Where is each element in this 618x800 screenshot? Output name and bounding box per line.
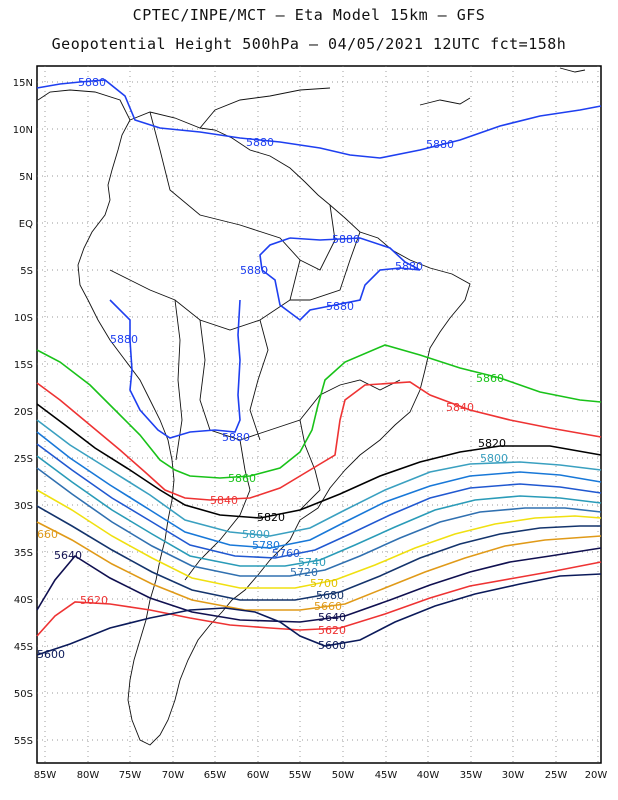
contour-label: 5620 [80, 594, 108, 607]
contour-5860 [36, 344, 602, 479]
contour-lines [36, 79, 602, 656]
lat-label: 15S [14, 360, 33, 371]
contour-label: 5720 [290, 566, 318, 579]
lon-label: 60W [247, 770, 270, 781]
contour-label: 5840 [446, 401, 474, 414]
continent-outline [37, 67, 586, 746]
contour-label: 5880 [78, 76, 106, 89]
contour-5700 [36, 489, 602, 589]
lon-label: 65W [204, 770, 227, 781]
lat-label: 25S [14, 454, 33, 465]
contour-label: 5860 [476, 372, 504, 385]
contour-label: 5880 [246, 136, 274, 149]
contour-label: 5600 [318, 639, 346, 652]
contour-5880-inner [259, 237, 421, 322]
contour-label: 5640 [54, 549, 82, 562]
lat-label: 5S [20, 266, 33, 277]
contour-label: 5640 [318, 611, 346, 624]
contour-5640 [36, 547, 602, 623]
contour-5820 [36, 403, 602, 519]
contour-5680 [36, 505, 601, 601]
contour-label: 5880 [332, 233, 360, 246]
contour-label: 5800 [242, 528, 270, 541]
contour-5740 [36, 455, 602, 567]
contour-label: 660 [37, 528, 58, 541]
contour-label: 5880 [326, 300, 354, 313]
contour-label: 5660 [314, 600, 342, 613]
contour-label: 5600 [37, 648, 65, 661]
lon-label: 30W [502, 770, 525, 781]
lat-label: 50S [14, 689, 33, 700]
lat-label: 15N [13, 78, 33, 89]
lon-label: 25W [545, 770, 568, 781]
lon-label: 85W [34, 770, 57, 781]
contour-5620 [36, 561, 602, 637]
contour-label: 5880 [110, 333, 138, 346]
contour-5880-north [36, 79, 602, 159]
lon-label: 80W [77, 770, 100, 781]
lat-label: 55S [14, 736, 33, 747]
lat-label: 10S [14, 313, 33, 324]
lat-label: 20S [14, 407, 33, 418]
lat-label: 35S [14, 548, 33, 559]
lon-label: 40W [417, 770, 440, 781]
contour-label: 5680 [316, 589, 344, 602]
contour-label: 5820 [257, 511, 285, 524]
contour-label: 5700 [310, 577, 338, 590]
lon-label: 45W [375, 770, 398, 781]
contour-5660 [36, 521, 602, 611]
contour-5760 [36, 443, 602, 559]
contour-label: 5780 [252, 539, 280, 552]
contour-label: 5880 [426, 138, 454, 151]
contour-label: 5760 [272, 547, 300, 560]
contour-label: 5800 [480, 452, 508, 465]
contour-label: 5880 [240, 264, 268, 277]
plot-frame [36, 65, 602, 764]
lat-label: 30S [14, 501, 33, 512]
contour-5780 [36, 431, 602, 549]
contour-5840 [36, 381, 602, 501]
contour-label: 5740 [298, 556, 326, 569]
lon-label: 70W [162, 770, 185, 781]
map-subtitle: Geopotential Height 500hPa – 04/05/2021 … [51, 35, 567, 53]
contour-label: 5840 [210, 494, 238, 507]
contour-label: 5880 [222, 431, 250, 444]
lat-label: 40S [14, 595, 33, 606]
contour-label: 5820 [478, 437, 506, 450]
lon-label: 55W [289, 770, 312, 781]
lon-label: 75W [119, 770, 142, 781]
grid [37, 66, 601, 763]
contour-5800 [36, 419, 602, 537]
lon-label: 35W [460, 770, 483, 781]
contour-5720 [36, 467, 602, 577]
contour-5880-south [109, 299, 241, 439]
lat-label: 45S [14, 642, 33, 653]
map-title: CPTEC/INPE/MCT – Eta Model 15km – GFS [132, 6, 486, 24]
lon-label: 20W [585, 770, 608, 781]
lat-label: 10N [13, 125, 33, 136]
lat-label: 5N [19, 172, 33, 183]
lat-label: EQ [19, 219, 33, 230]
lon-label: 50W [332, 770, 355, 781]
contour-label: 5880 [395, 260, 423, 273]
contour-label: 5860 [228, 472, 256, 485]
contour-label: 5620 [318, 624, 346, 637]
contour-5600 [36, 573, 602, 656]
